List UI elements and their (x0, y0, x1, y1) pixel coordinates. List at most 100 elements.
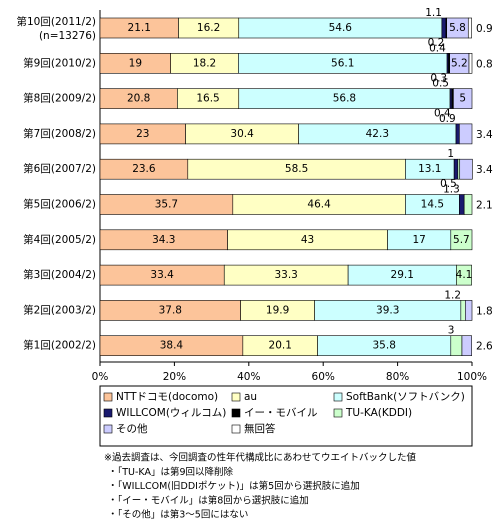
legend-label: WILLCOM(ウィルコム) (116, 407, 226, 419)
legend-swatch (231, 424, 241, 434)
value-label: 46.4 (307, 199, 331, 211)
y-tick-label: 第8回(2009/2) (23, 92, 96, 105)
bar-segment (468, 52, 473, 74)
value-label: 23 (136, 128, 149, 140)
value-label: 33.4 (150, 269, 174, 281)
note: ・「イー・モバイル」は第8回から選択肢に追加 (108, 494, 309, 506)
value-label: 0.8 (476, 58, 493, 70)
value-label: 2.6 (476, 341, 493, 353)
legend-swatch (333, 408, 343, 418)
bar-segment (463, 194, 473, 215)
bar-segment (456, 264, 472, 286)
value-label: 0.9 (439, 113, 456, 125)
value-label: 1.8 (476, 305, 493, 317)
legend-swatch (103, 424, 113, 434)
legend-label: TU-KA(KDDI) (345, 407, 412, 419)
value-label: 0.5 (440, 178, 457, 190)
note: ・「その他」は第3～5回にはない (108, 509, 248, 521)
bar-segment (465, 300, 473, 321)
bar-segment (460, 300, 466, 321)
bar-segment (459, 123, 473, 145)
value-label: 37.8 (159, 304, 182, 316)
legend-swatch (231, 392, 241, 402)
x-tick-label: 60% (312, 371, 335, 383)
value-label: 35.8 (373, 340, 396, 352)
value-label: 1.3 (443, 184, 460, 196)
value-label: 0.5 (432, 78, 449, 90)
legend-swatch (231, 408, 241, 418)
value-label: 42.3 (366, 128, 389, 140)
value-label: 29.1 (391, 269, 414, 281)
value-label: 1 (447, 148, 454, 160)
value-label: 0.4 (429, 42, 446, 54)
value-label: 13.1 (418, 163, 441, 175)
note: ・「WILLCOM(旧DDIポケット)」は第5回から選択肢に追加 (108, 480, 360, 492)
value-label: 54.6 (329, 22, 353, 34)
value-label: 0.9 (476, 23, 493, 35)
value-label: 1.1 (425, 7, 442, 19)
value-label: 43 (301, 234, 314, 246)
value-label: 1.2 (444, 289, 461, 301)
value-label: 35.7 (155, 199, 178, 211)
x-tick-label: 40% (237, 371, 260, 383)
value-label: 30.4 (230, 128, 254, 140)
value-label: 17 (412, 234, 425, 246)
legend-label: SoftBank(ソフトバンク) (346, 391, 465, 403)
value-label: 56.8 (333, 93, 356, 105)
value-label: 34.3 (152, 234, 175, 246)
value-label: 23.6 (132, 163, 156, 175)
value-label: 20.8 (127, 93, 150, 105)
y-tick-label: 第7回(2008/2) (23, 127, 96, 140)
value-label: 5.2 (451, 57, 468, 69)
y-tick-label: 第6回(2007/2) (23, 162, 96, 175)
value-label: 58.5 (285, 163, 308, 175)
note: ※過去調査は、今回調査の性年代構成比にあわせてウエイトバックした値 (104, 452, 416, 464)
legend-box (99, 385, 473, 447)
value-label: 2.1 (476, 200, 493, 212)
value-label: 16.2 (197, 22, 220, 34)
value-label: 19.9 (266, 304, 289, 316)
value-label: 4.1 (456, 269, 473, 281)
value-label: 3.4 (476, 164, 493, 176)
value-label: 18.2 (193, 57, 216, 69)
value-label: 3.4 (476, 129, 493, 141)
bar-segment (461, 335, 472, 357)
value-label: 0.4 (434, 108, 451, 120)
value-label: 0.2 (428, 37, 445, 49)
x-tick-label: 100% (457, 371, 487, 383)
value-label: 39.3 (376, 304, 399, 316)
bar-segment (450, 335, 463, 357)
value-label: 5.7 (453, 234, 470, 246)
legend-swatch (333, 392, 343, 402)
bar-segment (459, 194, 465, 215)
bar-segment (441, 17, 447, 39)
bar-segment (467, 17, 472, 39)
bar-segment (453, 158, 459, 180)
legend-swatch (103, 408, 113, 418)
y-tick-label: 第1回(2002/2) (23, 339, 96, 352)
y-tick-label: 第3回(2004/2) (23, 268, 96, 281)
legend-label: 無回答 (244, 422, 276, 435)
value-label: 3 (448, 325, 455, 337)
y-tick-label: 第9回(2010/2) (23, 56, 96, 69)
value-label: 5 (459, 93, 466, 105)
x-tick-label: 80% (386, 371, 409, 383)
value-label: 16.5 (196, 93, 219, 105)
bar-segment (455, 123, 460, 145)
value-label: 33.3 (274, 269, 297, 281)
sample-size: (n=13276) (39, 30, 96, 42)
x-tick-label: 20% (163, 371, 186, 383)
x-tick-label: 0% (92, 371, 109, 383)
legend-label: au (244, 391, 257, 403)
bar-segment (450, 229, 473, 251)
y-tick-label: 第5回(2006/2) (23, 198, 96, 211)
legend-label: その他 (116, 422, 148, 435)
legend-swatch (103, 392, 113, 402)
value-label: 5.8 (449, 22, 466, 34)
value-label: 56.1 (331, 57, 354, 69)
value-label: 21.1 (128, 22, 151, 34)
value-label: 14.5 (421, 199, 444, 211)
y-tick-label: 第4回(2005/2) (23, 233, 96, 246)
legend-label: イー・モバイル (244, 407, 318, 419)
